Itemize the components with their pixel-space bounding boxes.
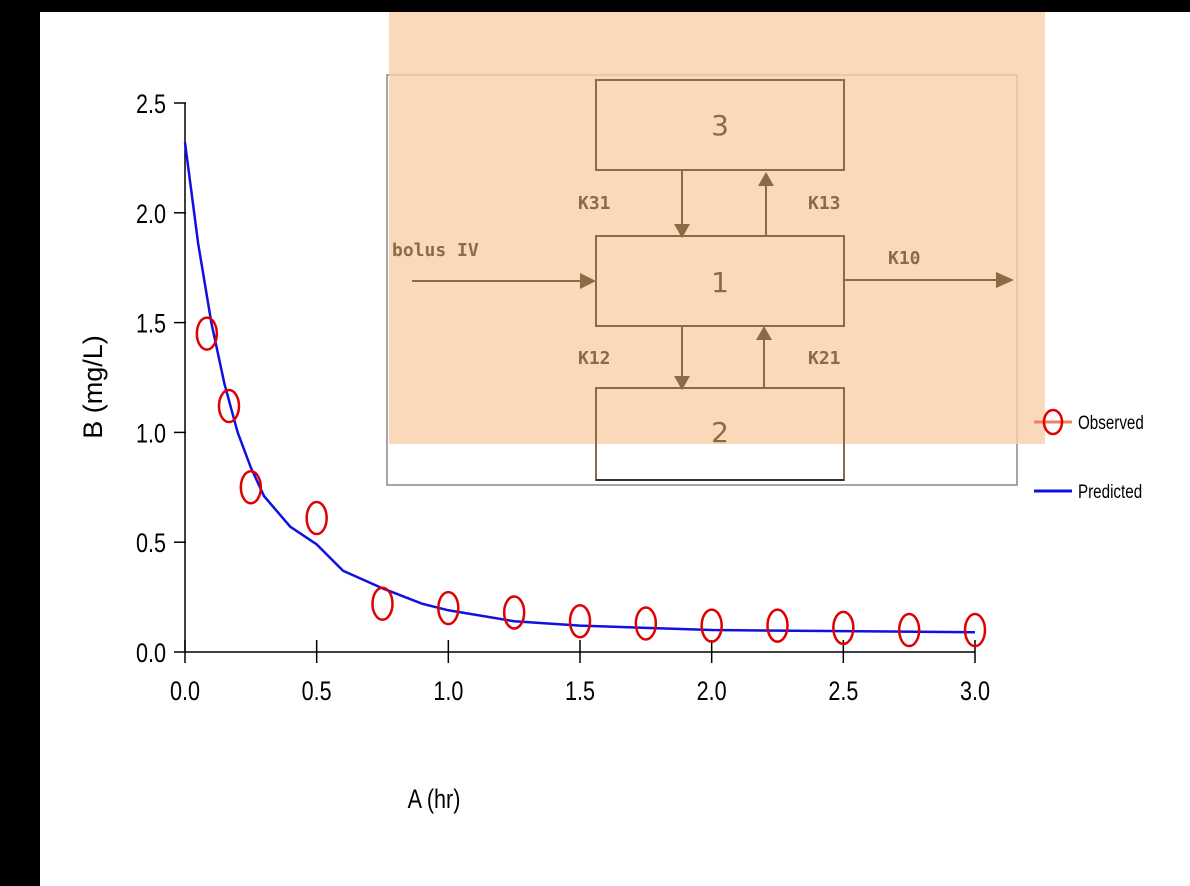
compartment-3-label: 3 xyxy=(711,109,729,142)
observed-point xyxy=(217,388,241,424)
k13-label: K13 xyxy=(808,193,841,214)
y-tick-label: 1.5 xyxy=(136,309,166,339)
y-tick-label: 0.0 xyxy=(136,639,166,669)
k12-arrowhead xyxy=(674,376,690,390)
k31-arrowhead xyxy=(674,224,690,238)
observed-point xyxy=(305,500,328,536)
x-tick-label: 1.5 xyxy=(565,677,595,707)
x-tick-label: 0.0 xyxy=(170,677,200,707)
observed-point xyxy=(634,606,658,641)
x-tick-label: 0.5 xyxy=(302,677,332,707)
chart-canvas: 0.0 0.5 1.0 1.5 2.0 2.5 3.0 0.0 0.5 1.0 1.5 2.0 2.5… xyxy=(40,12,1190,886)
y-ticks: 0.0 0.5 1.0 1.5 2.0 2.5 xyxy=(136,90,186,669)
compartment-2-label: 2 xyxy=(711,416,729,449)
x-tick-label: 2.5 xyxy=(828,677,858,707)
x-axis-title: A (hr) xyxy=(408,785,461,815)
y-tick-label: 0.5 xyxy=(136,529,166,559)
k21-arrowhead xyxy=(756,326,772,340)
observed-point xyxy=(832,610,855,646)
legend-predicted-label: Predicted xyxy=(1078,480,1142,502)
bolus-iv-label: bolus IV xyxy=(392,240,479,261)
diagram-overlay xyxy=(389,12,1045,444)
compartment-3-box xyxy=(595,79,845,171)
legend-observed-marker xyxy=(1042,408,1064,436)
y-axis-title: B (mg/L) xyxy=(78,335,108,439)
y-tick-label: 2.0 xyxy=(136,200,166,230)
observed-point xyxy=(766,608,789,643)
legend-observed-label: Observed xyxy=(1078,411,1144,433)
x-tick-label: 3.0 xyxy=(960,677,990,707)
compartment-1-label: 1 xyxy=(711,266,729,299)
k13-arrowhead xyxy=(758,172,774,186)
x-tick-label: 1.0 xyxy=(433,677,463,707)
k31-label: K31 xyxy=(578,193,611,214)
y-tick-label: 1.0 xyxy=(136,419,166,449)
y-tick-label: 2.5 xyxy=(136,90,166,120)
predicted-series xyxy=(183,142,976,634)
k10-label: K10 xyxy=(888,248,921,269)
legend-item-predicted: Predicted xyxy=(1034,480,1142,502)
k12-label: K12 xyxy=(578,348,611,369)
x-tick-label: 2.0 xyxy=(697,677,727,707)
chart-svg: 0.0 0.5 1.0 1.5 2.0 2.5 3.0 0.0 0.5 1.0 1.5 2.0 2.5… xyxy=(78,12,1144,815)
k21-label: K21 xyxy=(808,348,841,369)
observed-point xyxy=(502,595,526,630)
k10-arrowhead xyxy=(996,272,1014,288)
observed-point xyxy=(239,470,263,505)
observed-point xyxy=(963,612,987,648)
predicted-line xyxy=(183,142,976,634)
observed-point xyxy=(195,316,219,351)
bolus-arrowhead xyxy=(580,273,596,289)
legend-item-observed: Observed xyxy=(1034,408,1144,436)
observed-point xyxy=(371,586,394,621)
x-ticks: 0.0 0.5 1.0 1.5 2.0 2.5 3.0 xyxy=(170,640,990,707)
observed-point xyxy=(568,604,592,639)
observed-point xyxy=(700,608,723,643)
observed-point xyxy=(897,612,921,648)
compartment-diagram: 3 1 2 K31 K13 K12 K21 bolus IV K10 xyxy=(386,12,1045,486)
observed-series xyxy=(195,316,987,648)
legend: Observed Predicted xyxy=(1034,408,1144,502)
observed-point xyxy=(437,590,460,626)
